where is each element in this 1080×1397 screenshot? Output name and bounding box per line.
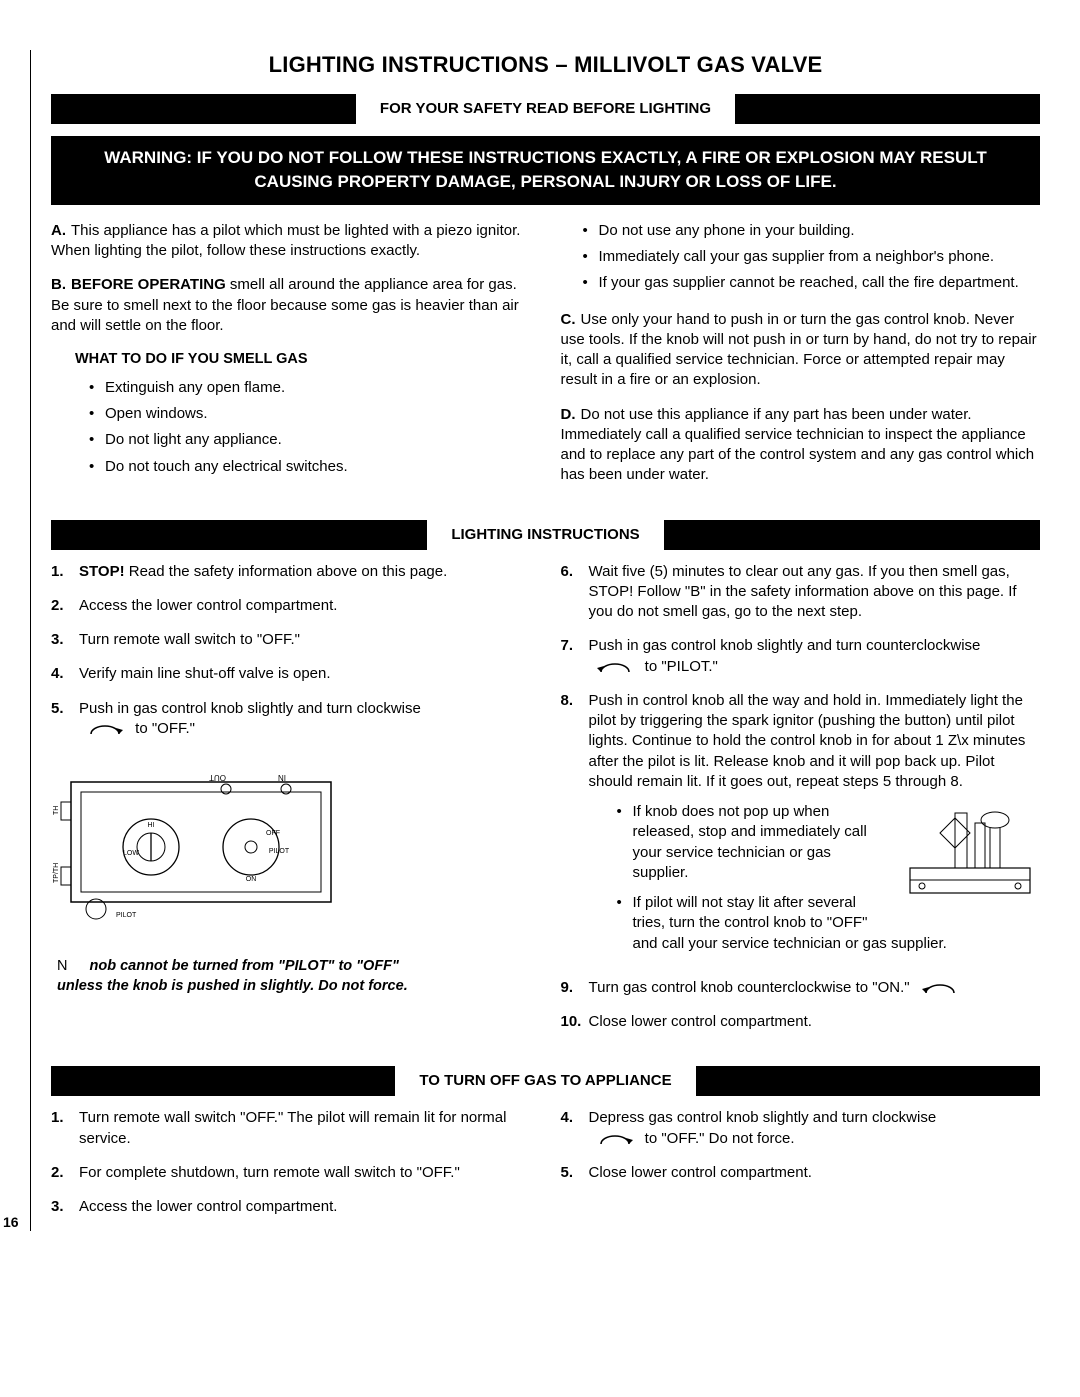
safety-item-c: C.Use only your hand to push in or turn … bbox=[561, 310, 1041, 391]
lighting-col-right: 6.Wait five (5) minutes to clear out any… bbox=[561, 562, 1041, 1047]
clockwise-arrow-icon bbox=[85, 720, 125, 738]
svg-text:TP/TH: TP/TH bbox=[53, 863, 60, 883]
svg-text:PILOT: PILOT bbox=[269, 848, 290, 855]
svg-text:PILOT: PILOT bbox=[116, 912, 137, 919]
steps-left: 1.STOP! Read the safety information abov… bbox=[51, 562, 531, 740]
svg-text:IN: IN bbox=[278, 773, 286, 782]
safety-col-right: Do not use any phone in your building. I… bbox=[561, 221, 1041, 500]
step-8-sublist: If knob does not pop up when released, s… bbox=[617, 802, 1041, 954]
clockwise-arrow-icon bbox=[595, 1130, 635, 1148]
turnoff-header-bar: TO TURN OFF GAS TO APPLIANCE bbox=[51, 1066, 1040, 1096]
safety-header-bar: FOR YOUR SAFETY READ BEFORE LIGHTING bbox=[51, 94, 1040, 124]
smell-bullet: Do not use any phone in your building. bbox=[583, 221, 1041, 241]
svg-text:OFF: OFF bbox=[266, 830, 280, 837]
smell-gas-heading: WHAT TO DO IF YOU SMELL GAS bbox=[75, 350, 531, 370]
smell-bullet: Do not touch any electrical switches. bbox=[89, 457, 531, 477]
svg-text:ON: ON bbox=[246, 876, 257, 883]
lighting-col-left: 1.STOP! Read the safety information abov… bbox=[51, 562, 531, 1047]
safety-item-b: B.BEFORE OPERATING smell all around the … bbox=[51, 275, 531, 336]
turnoff-columns: 1.Turn remote wall switch "OFF." The pil… bbox=[51, 1108, 1040, 1231]
counterclockwise-arrow-icon bbox=[595, 658, 635, 676]
pilot-off-note: Nnob cannot be turned from "PILOT" to "O… bbox=[57, 957, 531, 996]
step-5: 5.Push in gas control knob slightly and … bbox=[51, 699, 531, 740]
svg-text:TH: TH bbox=[53, 806, 60, 815]
off-step-2: 2.For complete shutdown, turn remote wal… bbox=[51, 1163, 531, 1183]
page-title: LIGHTING INSTRUCTIONS – MILLIVOLT GAS VA… bbox=[51, 50, 1040, 80]
off-step-3: 3.Access the lower control compartment. bbox=[51, 1197, 531, 1217]
lighting-header-bar: LIGHTING INSTRUCTIONS bbox=[51, 520, 1040, 550]
step-6: 6.Wait five (5) minutes to clear out any… bbox=[561, 562, 1041, 623]
page: LIGHTING INSTRUCTIONS – MILLIVOLT GAS VA… bbox=[30, 50, 1040, 1231]
safety-header-label: FOR YOUR SAFETY READ BEFORE LIGHTING bbox=[356, 93, 735, 125]
step-8: 8.Push in control knob all the way and h… bbox=[561, 691, 1041, 964]
step-7: 7.Push in gas control knob slightly and … bbox=[561, 636, 1041, 677]
svg-text:OUT: OUT bbox=[209, 773, 226, 782]
smell-bullet: If your gas supplier cannot be reached, … bbox=[583, 273, 1041, 293]
svg-text:HI: HI bbox=[148, 822, 155, 829]
turnoff-col-right: 4.Depress gas control knob slightly and … bbox=[561, 1108, 1041, 1231]
safety-col-left: A.This appliance has a pilot which must … bbox=[51, 221, 531, 500]
lighting-header-label: LIGHTING INSTRUCTIONS bbox=[427, 519, 663, 551]
smell-bullet: Immediately call your gas supplier from … bbox=[583, 247, 1041, 267]
safety-item-d: D.Do not use this appliance if any part … bbox=[561, 405, 1041, 486]
svg-text:LOW: LOW bbox=[123, 850, 139, 857]
step-3: 3.Turn remote wall switch to "OFF." bbox=[51, 630, 531, 650]
turnoff-col-left: 1.Turn remote wall switch "OFF." The pil… bbox=[51, 1108, 531, 1231]
steps-right: 6.Wait five (5) minutes to clear out any… bbox=[561, 562, 1041, 1033]
warning-bar: WARNING: IF YOU DO NOT FOLLOW THESE INST… bbox=[51, 136, 1040, 205]
step-9: 9.Turn gas control knob counterclockwise… bbox=[561, 978, 1041, 998]
step-10: 10.Close lower control compartment. bbox=[561, 1012, 1041, 1032]
step-8-sub: If knob does not pop up when released, s… bbox=[617, 802, 1041, 883]
smell-gas-list-cont: Do not use any phone in your building. I… bbox=[583, 221, 1041, 294]
off-step-1: 1.Turn remote wall switch "OFF." The pil… bbox=[51, 1108, 531, 1149]
page-number: 16 bbox=[3, 1213, 19, 1232]
off-step-4: 4.Depress gas control knob slightly and … bbox=[561, 1108, 1041, 1149]
step-2: 2.Access the lower control compartment. bbox=[51, 596, 531, 616]
step-8-sub: If pilot will not stay lit after several… bbox=[617, 893, 1041, 954]
smell-gas-list: Extinguish any open flame. Open windows.… bbox=[89, 378, 531, 477]
counterclockwise-arrow-icon bbox=[920, 979, 960, 997]
smell-bullet: Extinguish any open flame. bbox=[89, 378, 531, 398]
turnoff-header-label: TO TURN OFF GAS TO APPLIANCE bbox=[395, 1065, 695, 1097]
step-1: 1.STOP! Read the safety information abov… bbox=[51, 562, 531, 582]
gas-valve-diagram: HI LOW OFF PILOT ON IN OUT TH TP/TH bbox=[51, 757, 531, 933]
smell-bullet: Open windows. bbox=[89, 404, 531, 424]
smell-bullet: Do not light any appliance. bbox=[89, 430, 531, 450]
step-4: 4.Verify main line shut-off valve is ope… bbox=[51, 664, 531, 684]
off-step-5: 5.Close lower control compartment. bbox=[561, 1163, 1041, 1183]
safety-columns: A.This appliance has a pilot which must … bbox=[51, 221, 1040, 500]
safety-item-a: A.This appliance has a pilot which must … bbox=[51, 221, 531, 262]
lighting-columns: 1.STOP! Read the safety information abov… bbox=[51, 562, 1040, 1047]
